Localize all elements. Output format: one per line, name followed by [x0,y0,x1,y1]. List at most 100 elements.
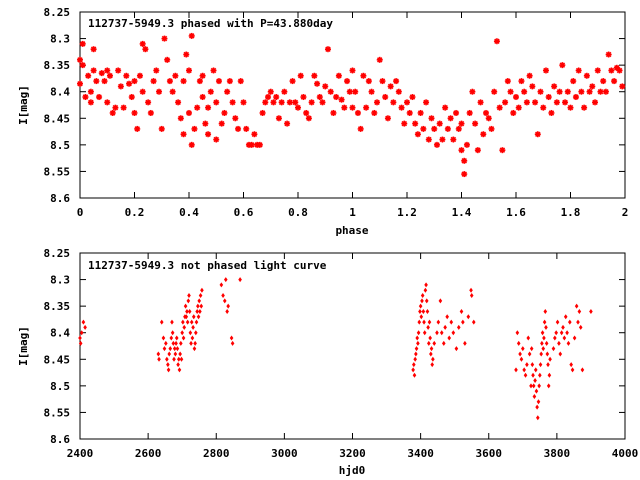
data-point [485,115,492,122]
data-point [205,104,212,111]
data-point [519,356,524,362]
data-point [555,319,560,325]
y-tick-label: 8.25 [44,247,71,260]
data-point [175,346,180,352]
data-point [226,303,230,309]
data-point [200,287,204,293]
data-point [533,378,537,384]
y-tick-label: 8.55 [44,165,71,178]
data-point [170,330,175,336]
data-point [514,367,518,373]
data-point [112,104,119,111]
data-point [559,330,564,336]
data-point [85,72,92,79]
data-point [161,335,166,341]
data-point [153,67,160,74]
data-point [570,367,575,373]
data-point [78,340,83,346]
data-point [196,314,201,320]
data-point [526,335,531,341]
data-point [167,351,172,357]
data-point [134,125,141,132]
data-point [169,88,176,95]
data-point [256,141,263,148]
data-point [265,94,272,101]
data-point [156,351,161,357]
data-point [174,340,178,346]
data-point [150,78,157,85]
data-point [166,78,173,85]
data-point [379,78,386,85]
x-tick-label: 0 [77,206,84,219]
data-point [335,72,342,79]
data-point [545,351,550,357]
data-point [427,319,432,325]
x-axis-label: phase [335,224,368,237]
data-point [516,340,521,346]
data-point [425,308,430,314]
data-point [188,330,193,336]
data-point [240,99,247,106]
data-point [530,362,535,368]
data-point [194,104,201,111]
data-point [93,78,100,85]
x-tick-label: 2600 [135,447,162,460]
data-point [453,109,460,116]
data-point [406,109,413,116]
x-tick-label: 1.8 [561,206,581,219]
data-point [311,72,318,79]
data-point [526,72,533,79]
data-point [221,293,225,299]
data-point [547,372,552,378]
data-point [79,330,84,336]
data-point [188,32,195,39]
data-point [449,319,454,325]
data-point [90,46,97,53]
data-point [463,141,470,148]
x-tick-label: 1.6 [506,206,526,219]
data-point [374,99,381,106]
data-point [540,330,545,336]
data-point [436,120,443,127]
data-point [422,319,426,325]
data-point [565,330,569,336]
data-point [589,83,596,90]
data-point [580,367,585,373]
y-tick-label: 8.35 [44,300,71,313]
data-point [583,72,590,79]
data-point [78,335,82,341]
data-point [352,88,359,95]
data-point [316,94,323,101]
data-point [168,346,173,352]
data-point [412,372,417,378]
data-point [77,80,83,87]
x-tick-label: 1.4 [452,206,472,219]
x-tick-label: 3800 [544,447,571,460]
data-point [507,88,514,95]
data-point [447,335,452,341]
data-point [117,83,124,90]
data-point [548,356,552,362]
data-point [222,298,227,304]
data-point [521,346,525,352]
data-point [297,72,304,79]
data-point [600,78,607,85]
data-point [445,314,449,320]
data-point [177,367,182,373]
data-point [202,120,209,127]
data-point [570,78,577,85]
data-point [435,330,439,336]
x-tick-label: 1 [349,206,356,219]
data-point [120,104,127,111]
data-point [537,383,541,389]
data-point [289,78,296,85]
data-point [180,330,184,336]
data-point [179,340,183,346]
data-point [469,287,473,293]
data-point [427,340,431,346]
data-point [171,340,176,346]
data-point [169,335,174,341]
data-point [172,346,177,352]
data-point [165,356,169,362]
x-tick-label: 3000 [271,447,298,460]
